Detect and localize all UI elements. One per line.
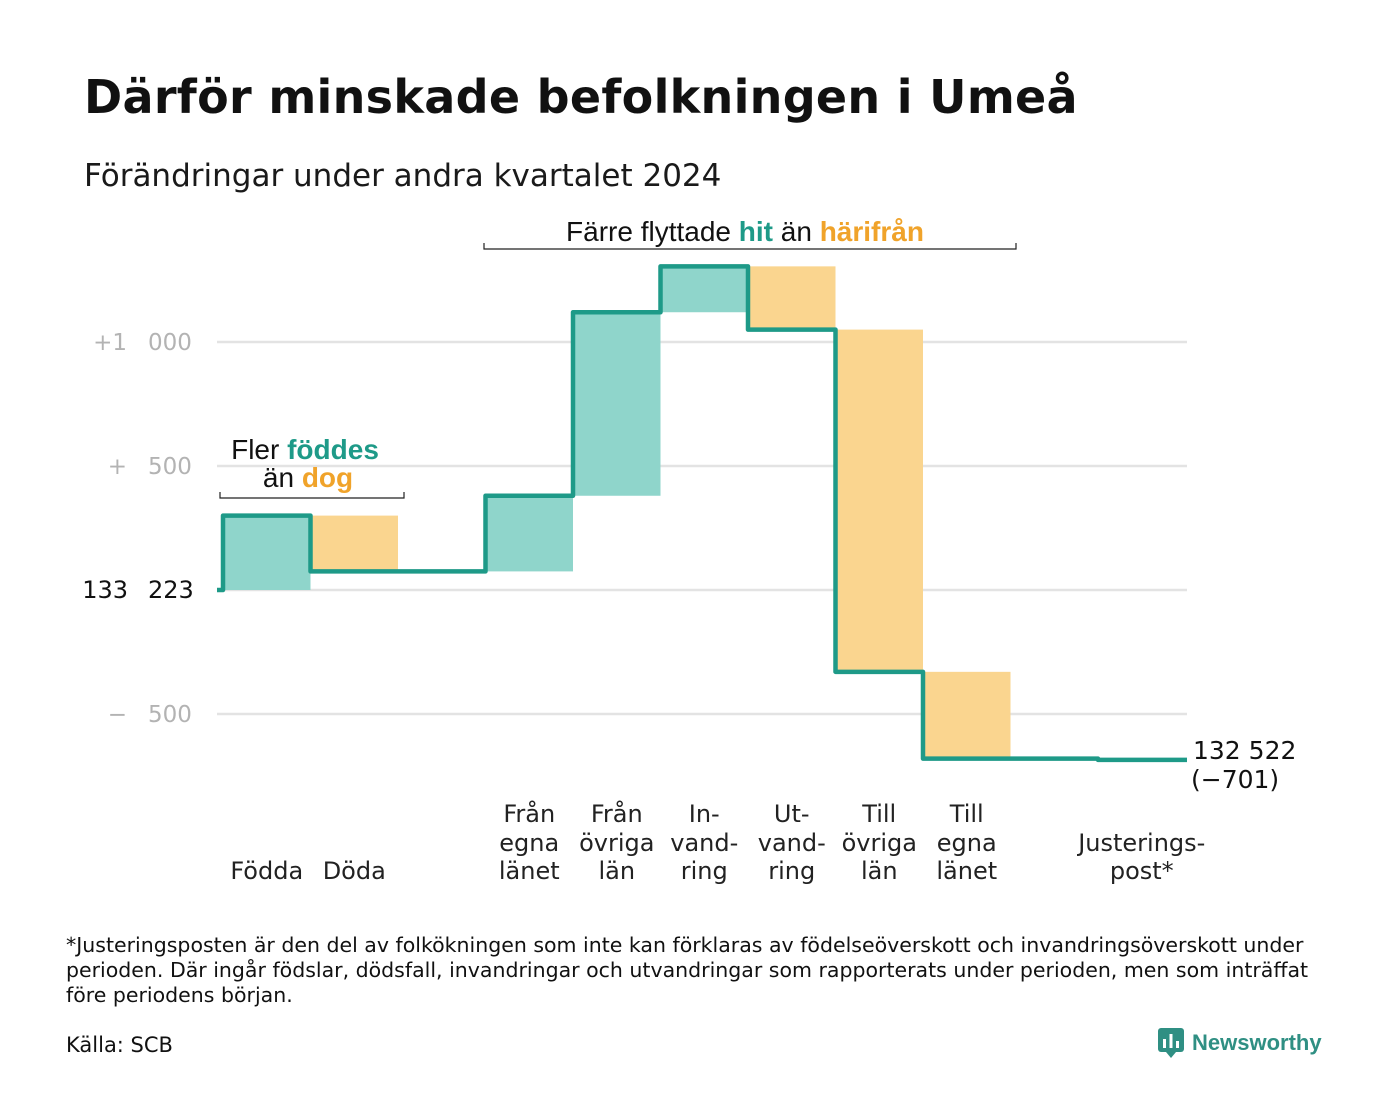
- y-tick-label-left: −: [108, 702, 127, 728]
- newsworthy-bar-chart-icon: [1158, 1028, 1184, 1058]
- chart-subtitle: Förändringar under andra kvartalet 2024: [84, 158, 722, 194]
- category-label: In-: [689, 800, 720, 828]
- waterfall-bar: [223, 515, 311, 590]
- y-tick-label-right: 223: [148, 576, 194, 604]
- y-tick-label-right: 000: [148, 330, 192, 356]
- y-tick-label-right: 500: [148, 702, 192, 728]
- waterfall-bar: [660, 266, 748, 313]
- footnote: *Justeringsposten är den del av folkökni…: [66, 933, 1309, 1007]
- category-label: vand-: [670, 829, 738, 857]
- annotation-foddes-text: föddes: [287, 434, 379, 465]
- annotation-middle-text: än: [773, 216, 820, 247]
- category-label: ring: [681, 857, 728, 885]
- annotation-hit-text: hit: [739, 216, 773, 247]
- annotation-migration: Färre flyttade hit än härifrån: [483, 216, 1017, 250]
- category-label: övriga: [842, 829, 917, 857]
- brand-logo[interactable]: Newsworthy: [1158, 1028, 1322, 1058]
- annotation-harifran-text: härifrån: [820, 216, 924, 247]
- svg-text:än dog: än dog: [263, 462, 353, 493]
- category-label: Ut-: [774, 800, 810, 828]
- chart-title: Därför minskade befolkningen i Umeå: [84, 70, 1078, 124]
- running-total-polyline: [217, 264, 1188, 763]
- category-label: Från: [503, 799, 555, 828]
- y-tick-label-left: 133: [82, 576, 128, 604]
- annotation-births-deaths: Fler föddes än dog: [219, 434, 405, 499]
- waterfall-bar: [485, 495, 573, 572]
- category-label: Till: [861, 800, 896, 828]
- category-label: Döda: [323, 857, 386, 885]
- category-label: Till: [949, 800, 984, 828]
- waterfall-bars: [223, 266, 1011, 759]
- annotation-dog-text: dog: [302, 462, 353, 493]
- annotation-fler-text: Fler: [231, 434, 287, 465]
- annotation-bracket-migration: [483, 243, 1017, 250]
- category-label: länet: [936, 857, 997, 885]
- grid-lines: [217, 340, 1187, 716]
- category-label: Födda: [230, 857, 303, 885]
- y-tick-label-right: 500: [148, 454, 192, 480]
- category-labels: Födda DödaFrånegnalänetFrånövrigalänIn-va…: [230, 799, 1205, 885]
- category-label: Från: [591, 799, 643, 828]
- category-label: egna: [499, 829, 559, 857]
- category-label: Justerings-: [1076, 829, 1205, 857]
- category-label: övriga: [579, 829, 654, 857]
- waterfall-bar: [310, 515, 398, 572]
- category-label: länet: [499, 857, 560, 885]
- waterfall-bar: [835, 329, 923, 672]
- brand-name: Newsworthy: [1192, 1030, 1322, 1055]
- annotation-bracket-births-deaths: [219, 492, 405, 499]
- annotation-farre-text: Färre flyttade: [566, 216, 739, 247]
- end-value-label: 132 522: [1193, 736, 1296, 765]
- running-total-line: [217, 264, 1188, 763]
- category-label: ring: [768, 857, 815, 885]
- svg-text:Färre flyttade hit än härifrån: Färre flyttade hit än härifrån: [566, 216, 924, 247]
- category-label: län: [598, 857, 635, 885]
- category-label: län: [861, 857, 898, 885]
- end-change-label: (−701): [1191, 765, 1279, 794]
- category-label: egna: [937, 829, 997, 857]
- source-label: Källa: SCB: [66, 1033, 173, 1057]
- annotation-an-text: än: [263, 462, 302, 493]
- waterfall-bar: [573, 312, 661, 496]
- category-label: vand-: [758, 829, 826, 857]
- waterfall-bar: [923, 671, 1011, 759]
- svg-text:Fler föddes: Fler föddes: [231, 434, 379, 465]
- category-label: post*: [1110, 857, 1174, 885]
- waterfall-bar: [748, 266, 836, 330]
- y-tick-label-left: +: [108, 454, 127, 480]
- y-tick-label-left: +1: [93, 330, 127, 356]
